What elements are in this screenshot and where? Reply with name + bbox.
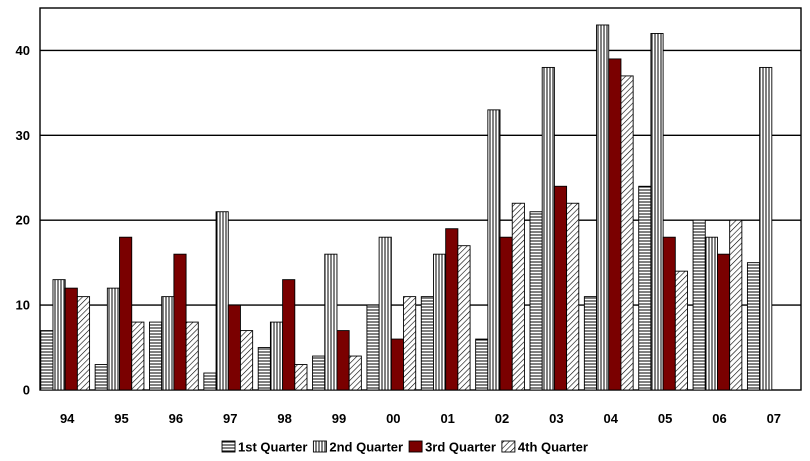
bar-4th-quarter-96 (185, 321, 199, 391)
legend-label: 3rd Quarter (425, 440, 496, 455)
legend-swatch-2nd-quarter (312, 440, 327, 453)
x-tick-label: 96 (169, 411, 183, 426)
x-tick-label: 06 (712, 411, 726, 426)
bar-1st-quarter-03 (529, 211, 543, 391)
bar-3rd-quarter-95 (119, 236, 133, 391)
bar-2nd-quarter-01 (433, 253, 447, 391)
bar-4th-quarter-99 (348, 355, 362, 391)
bar-2nd-quarter-99 (324, 253, 338, 391)
bar-2nd-quarter-96 (161, 296, 175, 391)
x-tick-label: 02 (495, 411, 509, 426)
bar-1st-quarter-01 (420, 296, 434, 391)
bar-2nd-quarter-00 (378, 236, 392, 391)
bar-1st-quarter-07 (746, 262, 761, 391)
y-tick-label: 10 (16, 298, 30, 313)
y-tick-label: 20 (16, 213, 30, 228)
bar-1st-quarter-99 (312, 355, 326, 391)
bar-4th-quarter-03 (566, 202, 580, 391)
bar-4th-quarter-95 (131, 321, 145, 391)
bar-3rd-quarter-97 (227, 304, 241, 391)
bar-2nd-quarter-94 (52, 279, 66, 391)
bar-2nd-quarter-05 (650, 33, 664, 391)
bar-2nd-quarter-02 (487, 109, 501, 391)
legend-label: 2nd Quarter (329, 440, 403, 455)
x-tick-label: 98 (277, 411, 291, 426)
bar-2nd-quarter-98 (269, 321, 284, 391)
y-tick-label: 30 (16, 128, 30, 143)
bar-2nd-quarter-07 (759, 66, 773, 391)
bar-1st-quarter-05 (638, 185, 652, 391)
x-tick-label: 05 (658, 411, 672, 426)
bar-3rd-quarter-94 (64, 287, 78, 391)
y-tick-label: 40 (16, 43, 30, 58)
bar-3rd-quarter-06 (717, 253, 731, 391)
x-tick-label: 97 (223, 411, 237, 426)
bar-1st-quarter-98 (257, 347, 271, 391)
bar-1st-quarter-97 (203, 372, 217, 391)
bar-4th-quarter-04 (620, 75, 634, 391)
legend-swatch-4th-quarter (501, 440, 516, 453)
bar-3rd-quarter-03 (553, 185, 568, 391)
legend-swatch-3rd-quarter (408, 440, 423, 453)
bar-1st-quarter-94 (40, 330, 54, 391)
bar-1st-quarter-04 (583, 296, 597, 391)
plot-area: 0 10 20 30 40 94 95 96 97 98 99 00 01 02 03 04 05 06 07 (16, 7, 802, 426)
bar-3rd-quarter-00 (390, 338, 404, 391)
x-tick-label: 01 (440, 411, 454, 426)
bar-2nd-quarter-03 (541, 66, 555, 391)
bar-1st-quarter-96 (149, 321, 163, 391)
bar-1st-quarter-02 (475, 338, 489, 391)
bar-2nd-quarter-06 (704, 236, 718, 391)
bar-4th-quarter-06 (729, 219, 743, 391)
bar-2nd-quarter-95 (106, 287, 120, 391)
bar-1st-quarter-95 (94, 364, 108, 391)
bar-4th-quarter-97 (239, 330, 254, 391)
x-tick-label: 00 (386, 411, 400, 426)
x-tick-label: 95 (114, 411, 128, 426)
legend-label: 4th Quarter (518, 440, 588, 455)
bar-3rd-quarter-96 (173, 253, 187, 391)
bar-1st-quarter-06 (692, 219, 706, 391)
bar-3rd-quarter-99 (336, 330, 350, 391)
bar-4th-quarter-00 (403, 296, 417, 391)
x-tick-label: 03 (549, 411, 563, 426)
x-tick-label: 07 (767, 411, 781, 426)
x-tick-label: 99 (332, 411, 346, 426)
legend-label: 1st Quarter (238, 440, 307, 455)
legend: 1st Quarter 2nd Quarter 3rd Quarter 4th Qua… (221, 440, 588, 455)
bar-3rd-quarter-01 (445, 228, 459, 391)
bar-4th-quarter-01 (457, 245, 471, 391)
bar-3rd-quarter-05 (662, 236, 676, 391)
bar-3rd-quarter-98 (282, 279, 296, 391)
bar-4th-quarter-94 (76, 296, 91, 391)
x-tick-label: 04 (604, 411, 619, 426)
bar-4th-quarter-02 (511, 202, 525, 391)
bar-4th-quarter-05 (674, 270, 688, 391)
bar-1st-quarter-00 (366, 304, 380, 391)
legend-swatch-1st-quarter (221, 440, 236, 453)
x-tick-label: 94 (60, 411, 75, 426)
bar-4th-quarter-98 (294, 364, 308, 391)
bar-3rd-quarter-02 (499, 236, 513, 391)
bar-3rd-quarter-04 (608, 58, 622, 391)
plot-frame (39, 7, 802, 391)
bar-2nd-quarter-04 (596, 24, 610, 391)
bar-2nd-quarter-97 (215, 211, 229, 391)
y-tick-label: 0 (23, 383, 30, 398)
